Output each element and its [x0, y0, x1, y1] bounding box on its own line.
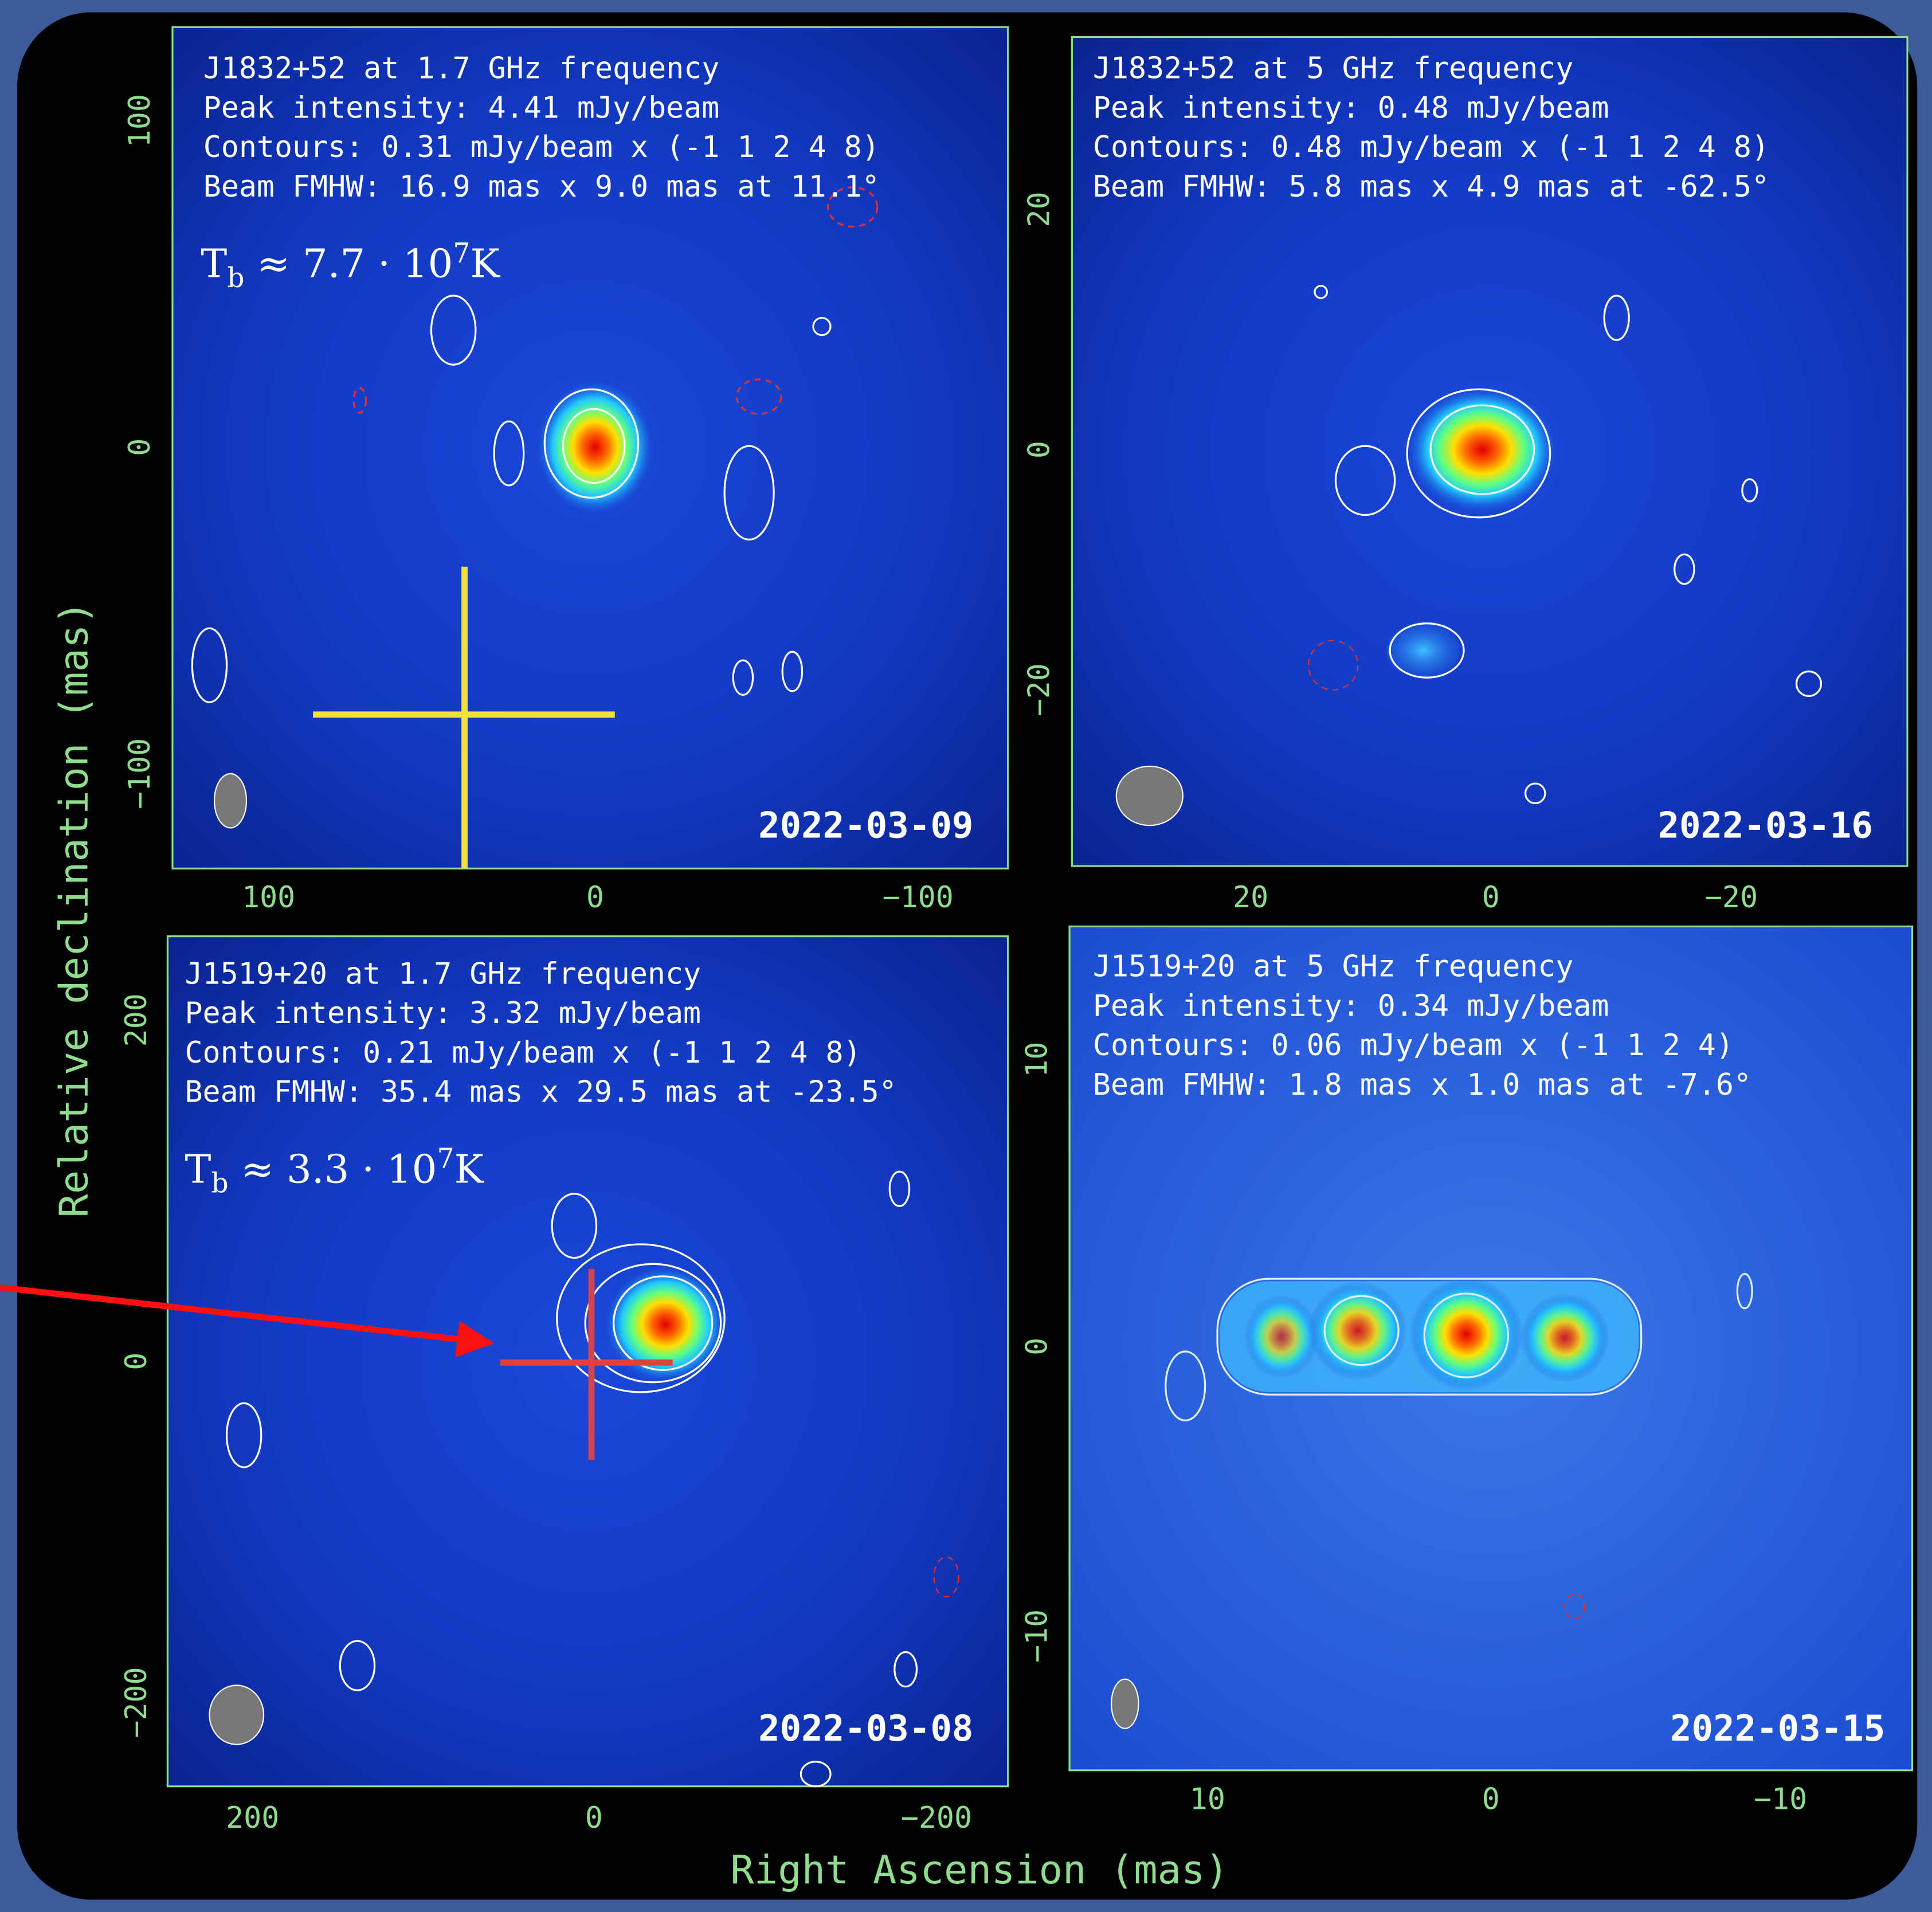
source	[1520, 1294, 1609, 1382]
tb-unit: K	[471, 241, 501, 287]
y-tick-label: 200	[119, 993, 154, 1047]
x-tick-label: 0	[1482, 1782, 1500, 1817]
date: 2022-03-09	[758, 805, 973, 847]
source	[603, 1265, 727, 1384]
tb-unit: K	[454, 1147, 485, 1193]
y-tick-label: 0	[1020, 1338, 1054, 1355]
x-axis-label: Right Ascension (mas)	[730, 1847, 1229, 1893]
panel-info: Peak intensity: 3.32 mJy/beam	[185, 996, 701, 1031]
tb-value: ≈ 3.3 · 10	[229, 1147, 437, 1193]
panel-info: Contours: 0.48 mJy/beam x (-1 1 2 4 8)	[1093, 130, 1769, 164]
figure: Relative declination (mas) Right Ascensi…	[0, 0, 1932, 1912]
panel-info: Beam FMHW: 1.8 mas x 1.0 mas at -7.6°	[1093, 1068, 1751, 1102]
panel-info: Contours: 0.21 mJy/beam x (-1 1 2 4 8)	[185, 1036, 861, 1070]
tb-subscript: b	[227, 262, 244, 294]
tb-symbol: T	[201, 241, 227, 287]
panel-info: Peak intensity: 0.34 mJy/beam	[1093, 989, 1609, 1023]
x-tick-label: 200	[226, 1801, 279, 1835]
y-tick-label: −100	[123, 738, 157, 809]
beam	[209, 1685, 264, 1744]
y-tick-label: 0	[1022, 441, 1057, 459]
panel-info: Beam FMHW: 5.8 mas x 4.9 mas at -62.5°	[1093, 170, 1769, 204]
beam	[1111, 1679, 1138, 1729]
x-tick-label: 0	[585, 1801, 603, 1835]
y-tick-label: −10	[1020, 1609, 1054, 1663]
date: 2022-03-08	[758, 1707, 973, 1749]
panel-info: Contours: 0.31 mJy/beam x (-1 1 2 4 8)	[203, 130, 880, 164]
x-tick-label: 10	[1190, 1782, 1225, 1817]
panel-info: Peak intensity: 0.48 mJy/beam	[1093, 91, 1609, 125]
panel-info: Beam FMHW: 35.4 mas x 29.5 mas at -23.5°	[185, 1075, 896, 1110]
y-tick-label: −200	[119, 1667, 154, 1738]
date: 2022-03-16	[1658, 805, 1873, 847]
x-tick-label: −20	[1704, 880, 1758, 915]
x-tick-label: −10	[1754, 1782, 1807, 1817]
x-tick-label: −100	[883, 880, 954, 915]
x-tick-label: 0	[1482, 880, 1500, 915]
date: 2022-03-15	[1670, 1707, 1885, 1749]
beam	[214, 774, 246, 828]
source	[1386, 624, 1460, 678]
panel-info: Peak intensity: 4.41 mJy/beam	[203, 91, 720, 125]
tb-exponent: 7	[437, 1143, 454, 1175]
panel-info: J1832+52 at 5 GHz frequency	[1093, 52, 1573, 86]
x-tick-label: 0	[586, 880, 604, 915]
source	[1409, 1278, 1523, 1391]
y-tick-label: 0	[119, 1353, 154, 1370]
panel-info: J1832+52 at 1.7 GHz frequency	[203, 52, 720, 86]
y-tick-label: 20	[1022, 191, 1057, 227]
tb-symbol: T	[185, 1147, 211, 1193]
x-tick-label: 20	[1233, 880, 1268, 915]
x-tick-label: −200	[901, 1801, 972, 1835]
y-tick-label: 0	[123, 438, 157, 456]
panel-info: Beam FMHW: 16.9 mas x 9.0 mas at 11.1°	[203, 170, 880, 204]
beam	[1116, 766, 1183, 825]
y-tick-label: −20	[1022, 663, 1057, 716]
tb-value: ≈ 7.7 · 10	[245, 241, 453, 287]
tb-subscript: b	[211, 1168, 228, 1200]
tb-exponent: 7	[453, 238, 470, 269]
panel-info: Contours: 0.06 mJy/beam x (-1 1 2 4)	[1093, 1028, 1734, 1063]
y-tick-label: 100	[123, 94, 157, 147]
y-tick-label: 10	[1020, 1042, 1054, 1078]
y-axis-label: Relative declination (mas)	[51, 601, 97, 1217]
source	[1244, 1295, 1318, 1378]
panel-info: J1519+20 at 5 GHz frequency	[1093, 949, 1573, 984]
x-tick-label: 100	[242, 880, 295, 915]
panel-info: J1519+20 at 1.7 GHz frequency	[185, 957, 701, 991]
source	[536, 379, 654, 515]
